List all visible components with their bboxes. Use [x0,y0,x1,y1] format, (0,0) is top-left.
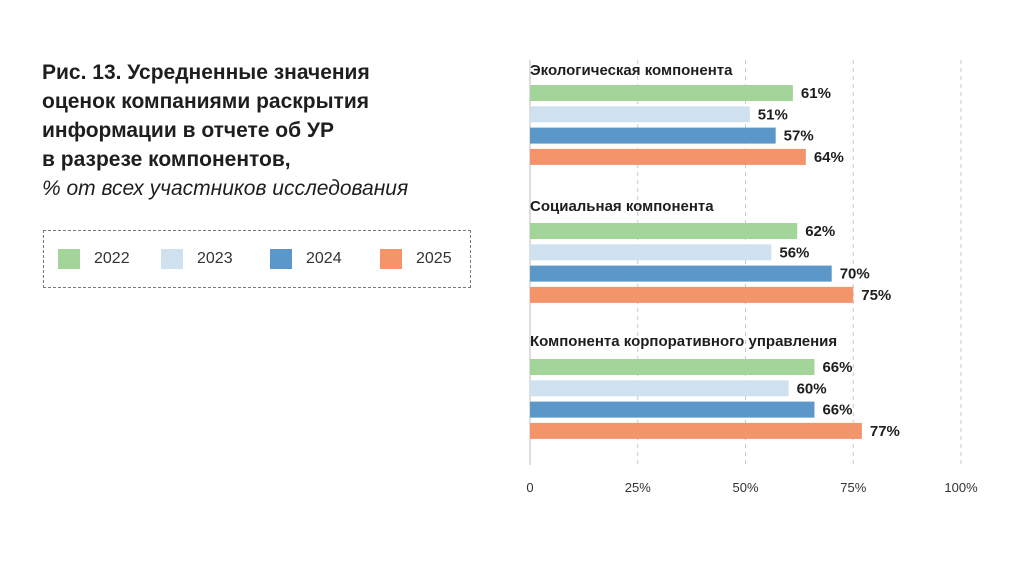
bar [530,85,793,101]
value-label: 75% [861,287,891,304]
bar [530,380,789,397]
tick-label: 0 [526,480,533,495]
bar [530,223,798,239]
category-label: Компонента корпоративного управления [530,333,837,350]
value-label: 57% [784,128,814,145]
value-label: 66% [822,359,852,376]
legend-swatch-2025 [380,249,402,269]
bar [530,422,862,439]
bar [530,127,776,144]
chart-title-block: Рис. 13. Усредненные значения оценок ком… [42,58,492,203]
legend-label-2025: 2025 [416,250,452,267]
legend-swatch-2022 [58,249,80,269]
value-label: 62% [805,223,835,240]
tick-label: 50% [732,480,758,495]
value-label: 51% [758,106,788,123]
tick-label: 75% [840,480,866,495]
value-label: 61% [801,85,831,102]
bar [530,286,854,303]
legend-swatch-2023 [161,249,183,269]
value-label: 77% [870,423,900,440]
bar [530,359,815,375]
value-label: 70% [840,266,870,283]
category-label: Экологическая компонента [530,62,733,79]
bar [530,106,750,123]
legend-item-2024: 2024 [270,249,342,269]
legend-label-2022: 2022 [94,250,130,267]
legend-swatch-2024 [270,249,292,269]
value-label: 66% [822,402,852,419]
legend-label-2024: 2024 [306,250,342,267]
chart-title-line: в разрезе компонентов, [42,148,291,171]
value-label: 60% [797,380,827,397]
legend-item-2025: 2025 [380,249,452,269]
tick-label: 25% [625,480,651,495]
bar [530,401,815,418]
chart-legend: 2022 2023 2024 2025 [43,230,471,288]
chart-title-line: Рис. 13. Усредненные значения [42,61,370,84]
bar [530,148,806,165]
bar [530,244,772,261]
value-label: 56% [779,244,809,261]
chart-title-line: оценок компаниями раскрытия [42,90,369,113]
tick-label: 100% [944,480,978,495]
chart-subtitle: % от всех участников исследования [42,177,409,200]
legend-item-2023: 2023 [161,249,233,269]
category-label: Социальная компонента [530,198,714,215]
legend-item-2022: 2022 [58,249,130,269]
chart-title-line: информации в отчете об УР [42,119,335,142]
value-label: 64% [814,149,844,166]
bar [530,265,832,282]
legend-label-2023: 2023 [197,250,233,267]
